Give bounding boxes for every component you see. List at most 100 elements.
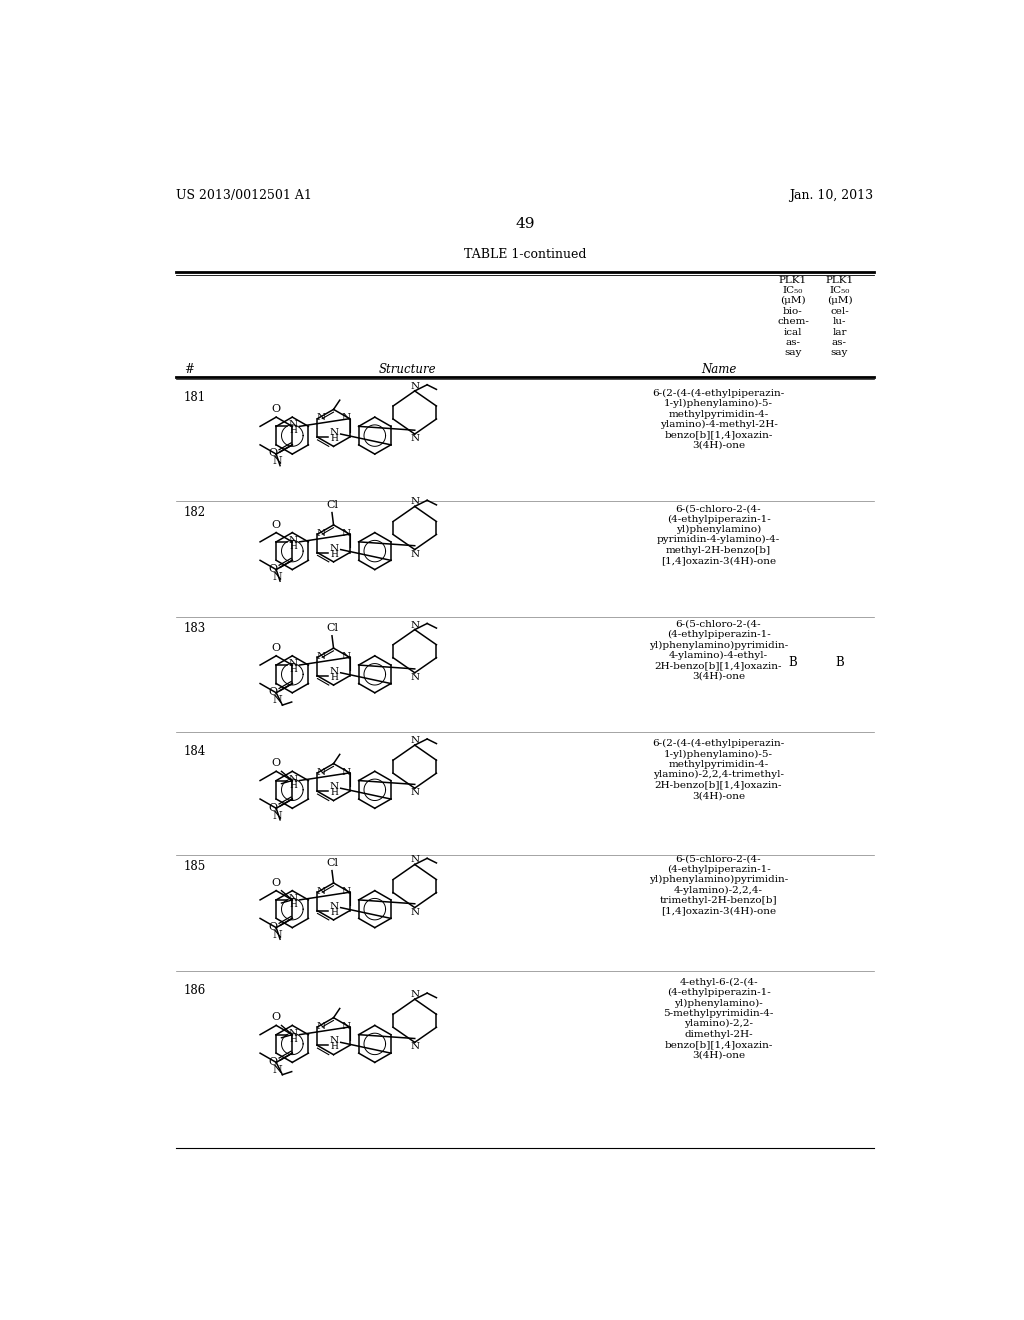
Text: 6-(5-chloro-2-(4-: 6-(5-chloro-2-(4- — [676, 854, 762, 863]
Text: Name: Name — [700, 363, 736, 376]
Text: N: N — [316, 887, 326, 896]
Text: N: N — [289, 536, 298, 545]
Text: 4-ylamino)-4-ethyl-: 4-ylamino)-4-ethyl- — [669, 651, 768, 660]
Text: pyrimidin-4-ylamino)-4-: pyrimidin-4-ylamino)-4- — [657, 536, 780, 544]
Text: N: N — [411, 434, 419, 444]
Text: N: N — [341, 652, 350, 661]
Text: methylpyrimidin-4-: methylpyrimidin-4- — [669, 409, 769, 418]
Text: yl)phenylamino): yl)phenylamino) — [676, 525, 761, 535]
Text: N: N — [330, 1036, 339, 1045]
Text: 181: 181 — [183, 391, 206, 404]
Text: N: N — [289, 420, 298, 429]
Text: O: O — [268, 803, 278, 813]
Text: N: N — [411, 855, 419, 865]
Text: 6-(2-(4-(4-ethylpiperazin-: 6-(2-(4-(4-ethylpiperazin- — [652, 388, 784, 397]
Text: N: N — [330, 544, 339, 553]
Text: Jan. 10, 2013: Jan. 10, 2013 — [790, 189, 873, 202]
Text: (μM): (μM) — [826, 296, 852, 305]
Text: 184: 184 — [183, 744, 206, 758]
Text: (μM): (μM) — [780, 296, 806, 305]
Text: 2H-benzo[b][1,4]oxazin-: 2H-benzo[b][1,4]oxazin- — [654, 780, 782, 789]
Text: 3(4H)-one: 3(4H)-one — [692, 1051, 745, 1060]
Text: #: # — [183, 363, 194, 376]
Text: N: N — [341, 768, 350, 776]
Text: as-: as- — [785, 338, 801, 347]
Text: N: N — [411, 381, 419, 391]
Text: (4-ethylpiperazin-1-: (4-ethylpiperazin-1- — [667, 630, 770, 639]
Text: N: N — [341, 1022, 350, 1031]
Text: PLK1: PLK1 — [825, 276, 854, 285]
Text: methylpyrimidin-4-: methylpyrimidin-4- — [669, 760, 769, 768]
Text: N: N — [330, 783, 339, 791]
Text: lar: lar — [833, 327, 847, 337]
Text: (4-ethylpiperazin-1-: (4-ethylpiperazin-1- — [667, 865, 770, 874]
Text: Structure: Structure — [378, 363, 436, 376]
Text: N: N — [272, 572, 282, 582]
Text: 49: 49 — [515, 216, 535, 231]
Text: US 2013/0012501 A1: US 2013/0012501 A1 — [176, 189, 312, 202]
Text: O: O — [271, 1012, 281, 1022]
Text: 3(4H)-one: 3(4H)-one — [692, 672, 745, 681]
Text: PLK1: PLK1 — [779, 276, 807, 285]
Text: N: N — [330, 428, 339, 437]
Text: 1-yl)phenylamino)-5-: 1-yl)phenylamino)-5- — [664, 750, 773, 759]
Text: H: H — [331, 434, 338, 444]
Text: ylamino)-2,2-: ylamino)-2,2- — [684, 1019, 753, 1028]
Text: N: N — [316, 1022, 326, 1031]
Text: H: H — [331, 788, 338, 797]
Text: N: N — [289, 1028, 298, 1038]
Text: N: N — [330, 667, 339, 676]
Text: N: N — [272, 1065, 282, 1074]
Text: H: H — [331, 549, 338, 558]
Text: yl)phenylamino)pyrimidin-: yl)phenylamino)pyrimidin- — [649, 875, 788, 884]
Text: N: N — [411, 498, 419, 507]
Text: as-: as- — [831, 338, 847, 347]
Text: N: N — [411, 908, 419, 916]
Text: ylamino)-4-methyl-2H-: ylamino)-4-methyl-2H- — [659, 420, 777, 429]
Text: ical: ical — [783, 327, 802, 337]
Text: H: H — [331, 908, 338, 916]
Text: N: N — [272, 457, 282, 466]
Text: N: N — [272, 810, 282, 821]
Text: O: O — [268, 921, 278, 932]
Text: O: O — [271, 643, 281, 653]
Text: H: H — [290, 780, 297, 789]
Text: chem-: chem- — [777, 317, 809, 326]
Text: ylamino)-2,2,4-trimethyl-: ylamino)-2,2,4-trimethyl- — [653, 771, 784, 779]
Text: H: H — [290, 900, 297, 909]
Text: methyl-2H-benzo[b]: methyl-2H-benzo[b] — [666, 546, 771, 554]
Text: Cl: Cl — [326, 499, 338, 510]
Text: dimethyl-2H-: dimethyl-2H- — [684, 1030, 753, 1039]
Text: 6-(5-chloro-2-(4-: 6-(5-chloro-2-(4- — [676, 620, 762, 628]
Text: 182: 182 — [183, 506, 206, 519]
Text: N: N — [316, 529, 326, 537]
Text: O: O — [271, 758, 281, 768]
Text: (4-ethylpiperazin-1-: (4-ethylpiperazin-1- — [667, 989, 770, 997]
Text: B: B — [788, 656, 798, 669]
Text: Cl: Cl — [326, 858, 338, 867]
Text: benzo[b][1,4]oxazin-: benzo[b][1,4]oxazin- — [665, 430, 773, 440]
Text: 2H-benzo[b][1,4]oxazin-: 2H-benzo[b][1,4]oxazin- — [654, 661, 782, 671]
Text: N: N — [411, 549, 419, 558]
Text: H: H — [290, 665, 297, 675]
Text: H: H — [290, 1035, 297, 1044]
Text: O: O — [268, 686, 278, 697]
Text: N: N — [341, 887, 350, 896]
Text: 186: 186 — [183, 983, 206, 997]
Text: N: N — [411, 1043, 419, 1052]
Text: N: N — [411, 620, 419, 630]
Text: B: B — [836, 656, 844, 669]
Text: 3(4H)-one: 3(4H)-one — [692, 441, 745, 450]
Text: O: O — [271, 404, 281, 414]
Text: O: O — [271, 520, 281, 529]
Text: N: N — [411, 673, 419, 682]
Text: 6-(5-chloro-2-(4-: 6-(5-chloro-2-(4- — [676, 504, 762, 513]
Text: lu-: lu- — [833, 317, 846, 326]
Text: 1-yl)phenylamino)-5-: 1-yl)phenylamino)-5- — [664, 399, 773, 408]
Text: Cl: Cl — [326, 623, 338, 632]
Text: N: N — [289, 894, 298, 903]
Text: N: N — [316, 652, 326, 661]
Text: say: say — [784, 348, 802, 358]
Text: H: H — [331, 673, 338, 682]
Text: trimethyl-2H-benzo[b]: trimethyl-2H-benzo[b] — [659, 896, 777, 906]
